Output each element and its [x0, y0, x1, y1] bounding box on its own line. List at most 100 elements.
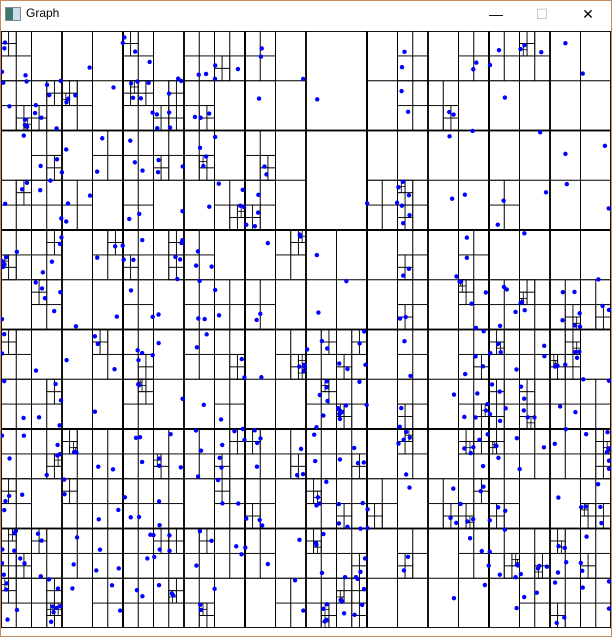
quadtree-cell [92, 229, 109, 256]
quadtree-cell [46, 391, 55, 405]
data-point [97, 547, 103, 552]
data-point [605, 429, 610, 435]
data-point [578, 560, 584, 566]
title-bar[interactable]: Graph — ☐ ✕ [1, 1, 611, 27]
data-point [352, 612, 357, 617]
data-point [487, 549, 492, 554]
quadtree-cell [1, 55, 17, 82]
quadtree-cell [214, 453, 223, 467]
data-point [473, 325, 479, 331]
quadtree-cell [31, 378, 48, 405]
quadtree-cell [107, 329, 124, 355]
quadtree-cell [275, 577, 292, 604]
quadtree-cell [496, 428, 505, 442]
quadtree-cell [427, 31, 459, 82]
close-button[interactable]: ✕ [582, 6, 594, 22]
quadtree-cell [107, 528, 124, 554]
quadtree-cell [92, 428, 109, 455]
data-point [407, 435, 413, 440]
quadtree-cell [534, 528, 551, 554]
quadtree-cell [519, 428, 536, 455]
minimize-button[interactable]: — [489, 6, 503, 22]
data-point [471, 445, 476, 450]
quadtree-cell [526, 422, 532, 430]
quadtree-cell [137, 179, 154, 206]
quadtree-cell [244, 279, 261, 306]
data-point [324, 602, 330, 607]
quadtree-cell [99, 341, 109, 355]
quadtree-cell [397, 478, 429, 529]
quadtree-cell [198, 577, 215, 604]
data-point [112, 366, 117, 372]
quadtree-cell [38, 540, 48, 554]
quadtree-cell [214, 80, 246, 131]
quadtree-cell [46, 130, 63, 156]
quadtree-cell [1, 130, 32, 181]
data-point [539, 49, 544, 55]
quadtree-cell [305, 602, 322, 628]
data-point [265, 561, 271, 567]
data-point [337, 416, 343, 422]
quadtree-cell [595, 602, 611, 628]
quadtree-cell [290, 453, 299, 467]
quadtree-cell [244, 552, 261, 579]
quadtree-cell [153, 465, 162, 480]
data-point [19, 187, 25, 192]
quadtree-cell [503, 31, 520, 57]
data-point [503, 406, 508, 411]
quadtree-cell [450, 117, 459, 131]
quadtree-cell [267, 167, 276, 181]
quadtree-cell [1, 179, 17, 206]
quadtree-cell [92, 503, 109, 529]
quadtree-cell [168, 478, 185, 505]
quadtree-cell [324, 608, 330, 616]
data-point [157, 522, 162, 528]
quadtree-cell [427, 528, 459, 579]
quadtree-cell [526, 378, 536, 393]
quadtree-cell [153, 31, 185, 82]
app-icon [5, 7, 21, 21]
data-point [312, 458, 318, 464]
quadtree-cell [549, 577, 566, 604]
data-point [578, 505, 584, 510]
data-point [403, 472, 409, 477]
data-point [196, 316, 201, 321]
data-point [451, 486, 456, 491]
quadtree-cell [412, 179, 429, 206]
quadtree-cell [458, 528, 475, 554]
quadtree-cell [153, 378, 185, 430]
quadtree-cell [183, 279, 200, 306]
quadtree-cell [549, 229, 581, 281]
quadtree-cell [92, 254, 109, 281]
data-point [580, 71, 585, 76]
quadtree-cell [183, 329, 200, 355]
data-point [447, 134, 452, 139]
quadtree-cell [366, 179, 383, 206]
data-point [73, 93, 78, 98]
data-point [497, 418, 503, 424]
quadtree-cell [15, 353, 32, 380]
data-point [128, 515, 133, 520]
data-point [2, 201, 8, 207]
maximize-button[interactable]: ☐ [535, 6, 549, 22]
data-point [157, 456, 162, 461]
quadtree-cell [137, 229, 154, 256]
data-point [599, 520, 604, 526]
data-point [451, 392, 457, 397]
quadtree-cell [76, 478, 93, 505]
data-point [518, 300, 523, 306]
quadtree-cell [252, 217, 261, 231]
data-point [232, 428, 237, 434]
data-point [57, 241, 63, 247]
data-point [324, 346, 330, 351]
quadtree-cell [15, 117, 25, 131]
data-point [209, 538, 214, 544]
quadtree-cell [503, 528, 520, 554]
quadtree-cell [458, 229, 475, 256]
quadtree-cell [122, 43, 132, 57]
quadtree-cell [61, 179, 78, 206]
data-point [48, 178, 53, 183]
quadtree-cell [259, 453, 276, 480]
quadtree-cell [61, 503, 78, 529]
data-point [38, 574, 43, 579]
